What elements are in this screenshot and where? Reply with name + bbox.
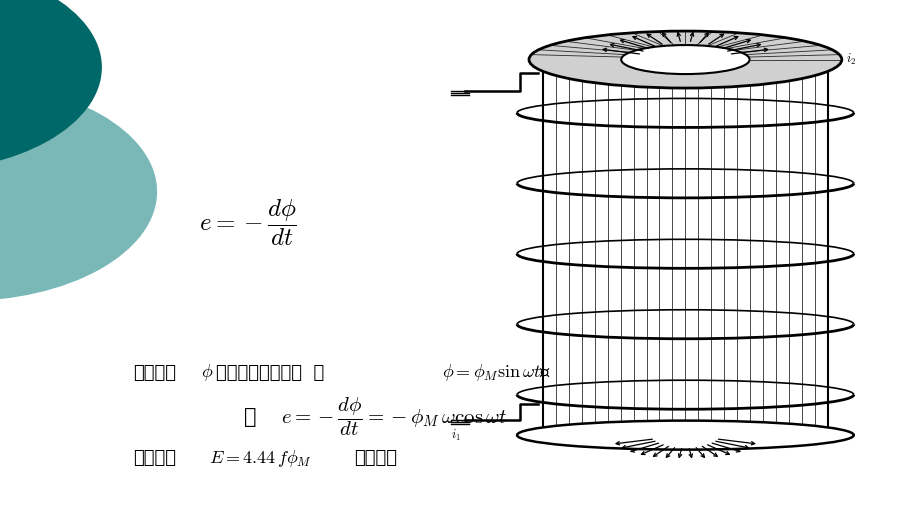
Circle shape (0, 0, 101, 171)
Text: $i_1$: $i_1$ (450, 427, 460, 443)
Ellipse shape (528, 31, 841, 88)
Circle shape (0, 83, 156, 300)
Text: $\phi = \phi_M \sin\omega t$，: $\phi = \phi_M \sin\omega t$， (441, 363, 550, 383)
Text: $i_2$: $i_2$ (845, 52, 856, 67)
Text: $E = 4.44\,f\phi_M$: $E = 4.44\,f\phi_M$ (209, 448, 312, 469)
Text: 是呈正弦变化的，  即: 是呈正弦变化的， 即 (216, 364, 324, 382)
Ellipse shape (620, 45, 749, 74)
Text: 如果磁通: 如果磁通 (133, 364, 176, 382)
Text: 则: 则 (244, 407, 256, 427)
Text: $e = -\dfrac{d\phi}{dt}$: $e = -\dfrac{d\phi}{dt}$ (199, 197, 297, 248)
Text: （伏）。: （伏）。 (354, 450, 397, 467)
Text: $e = -\dfrac{d\phi}{dt} = -\phi_M\,\omega\cos\omega t$: $e = -\dfrac{d\phi}{dt} = -\phi_M\,\omeg… (280, 396, 506, 438)
Ellipse shape (516, 421, 853, 450)
Text: $\phi$: $\phi$ (200, 363, 212, 383)
Text: 其有效値: 其有效値 (133, 450, 176, 467)
